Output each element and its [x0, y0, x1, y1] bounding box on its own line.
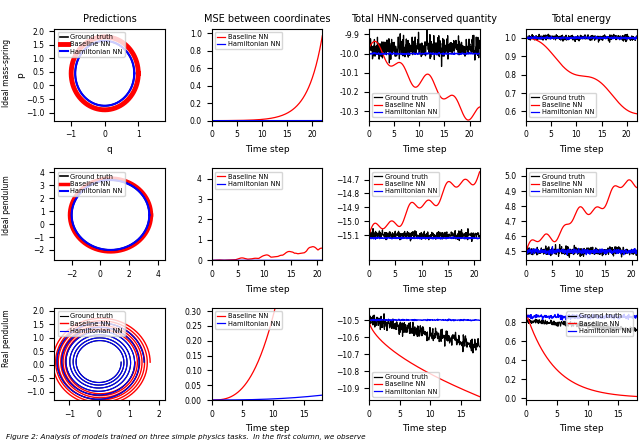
- X-axis label: Time step: Time step: [559, 145, 604, 154]
- Text: Total HNN-conserved quantity: Total HNN-conserved quantity: [351, 14, 497, 24]
- X-axis label: Time step: Time step: [402, 424, 447, 433]
- X-axis label: q: q: [107, 145, 113, 154]
- X-axis label: Time step: Time step: [559, 424, 604, 433]
- Text: Ideal mass-spring: Ideal mass-spring: [2, 39, 11, 107]
- Legend: Ground truth, Baseline NN, Hamiltonian NN: Ground truth, Baseline NN, Hamiltonian N…: [529, 93, 596, 117]
- Text: Ideal pendulum: Ideal pendulum: [2, 175, 11, 236]
- Text: Predictions: Predictions: [83, 14, 136, 24]
- Legend: Ground truth, Baseline NN, Hamiltonian NN: Ground truth, Baseline NN, Hamiltonian N…: [58, 32, 125, 57]
- X-axis label: Time step: Time step: [244, 145, 289, 154]
- Legend: Ground truth, Baseline NN, Hamiltonian NN: Ground truth, Baseline NN, Hamiltonian N…: [372, 93, 439, 117]
- Text: Total energy: Total energy: [552, 14, 611, 24]
- Legend: Baseline NN, Hamiltonian NN: Baseline NN, Hamiltonian NN: [215, 312, 282, 329]
- Y-axis label: p: p: [16, 72, 25, 77]
- X-axis label: Time step: Time step: [559, 285, 604, 293]
- Legend: Ground truth, Baseline NN, Hamiltonian NN: Ground truth, Baseline NN, Hamiltonian N…: [529, 172, 596, 196]
- Legend: Ground truth, Baseline NN, Hamiltonian NN: Ground truth, Baseline NN, Hamiltonian N…: [566, 312, 634, 336]
- X-axis label: Time step: Time step: [402, 145, 447, 154]
- X-axis label: Time step: Time step: [402, 285, 447, 293]
- X-axis label: Time step: Time step: [244, 424, 289, 433]
- Legend: Ground truth, Baseline NN, Hamiltonian NN: Ground truth, Baseline NN, Hamiltonian N…: [58, 312, 125, 336]
- Legend: Ground truth, Baseline NN, Hamiltonian NN: Ground truth, Baseline NN, Hamiltonian N…: [58, 172, 125, 196]
- Legend: Baseline NN, Hamiltonian NN: Baseline NN, Hamiltonian NN: [215, 172, 282, 189]
- Legend: Ground truth, Baseline NN, Hamiltonian NN: Ground truth, Baseline NN, Hamiltonian N…: [372, 372, 439, 396]
- Text: Figure 2: Analysis of models trained on three simple physics tasks.  In the firs: Figure 2: Analysis of models trained on …: [6, 434, 366, 440]
- Legend: Baseline NN, Hamiltonian NN: Baseline NN, Hamiltonian NN: [215, 32, 282, 50]
- X-axis label: Time step: Time step: [244, 285, 289, 293]
- Text: MSE between coordinates: MSE between coordinates: [204, 14, 330, 24]
- Text: Real pendulum: Real pendulum: [2, 309, 11, 367]
- Legend: Ground truth, Baseline NN, Hamiltonian NN: Ground truth, Baseline NN, Hamiltonian N…: [372, 172, 439, 196]
